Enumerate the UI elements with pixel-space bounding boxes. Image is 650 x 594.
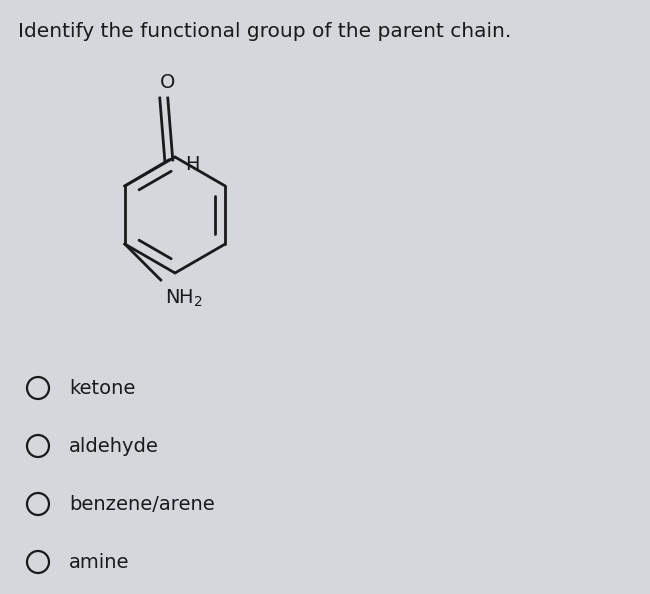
Text: benzene/arene: benzene/arene (69, 494, 214, 513)
Text: amine: amine (69, 552, 129, 571)
Text: H: H (185, 154, 200, 173)
Text: aldehyde: aldehyde (69, 437, 159, 456)
Text: NH$_2$: NH$_2$ (164, 288, 203, 309)
Text: ketone: ketone (69, 378, 135, 397)
Text: Identify the functional group of the parent chain.: Identify the functional group of the par… (18, 22, 512, 41)
Text: O: O (160, 73, 176, 92)
